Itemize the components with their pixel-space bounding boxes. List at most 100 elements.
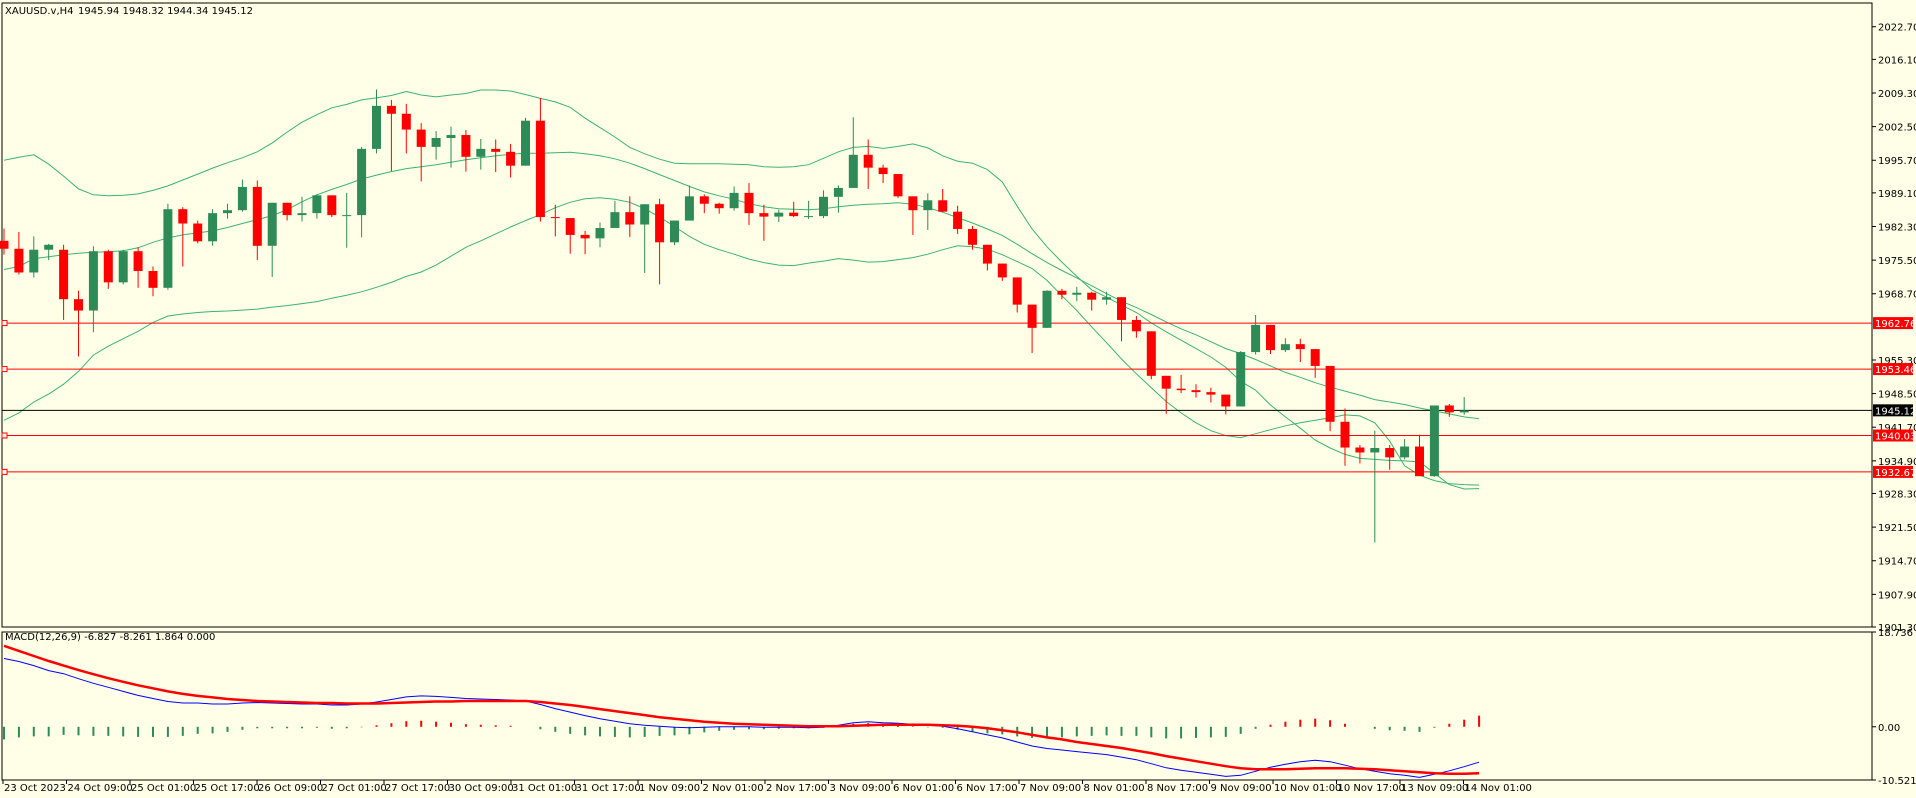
candle[interactable]	[1415, 434, 1424, 477]
candle[interactable]	[759, 204, 769, 241]
candle[interactable]	[1146, 331, 1156, 380]
candle[interactable]	[44, 243, 54, 261]
candle[interactable]	[893, 174, 903, 198]
candle[interactable]	[178, 207, 188, 267]
candle[interactable]	[1042, 290, 1052, 328]
candle[interactable]	[148, 266, 158, 297]
candle[interactable]	[1295, 338, 1305, 362]
candle[interactable]	[237, 179, 247, 212]
candle[interactable]	[342, 192, 352, 248]
candle[interactable]	[446, 126, 456, 168]
candle[interactable]	[804, 200, 814, 220]
candle[interactable]	[565, 218, 575, 254]
candle[interactable]	[223, 203, 232, 219]
candle[interactable]	[1400, 439, 1410, 460]
candle[interactable]	[282, 202, 292, 221]
candle[interactable]	[848, 117, 858, 188]
candle[interactable]	[1370, 430, 1380, 543]
candle[interactable]	[1191, 384, 1201, 398]
candle[interactable]	[819, 190, 828, 219]
candle[interactable]	[863, 139, 873, 189]
candle[interactable]	[714, 202, 724, 214]
candle[interactable]	[699, 194, 709, 214]
candle[interactable]	[953, 205, 963, 234]
candle[interactable]	[1176, 374, 1186, 394]
candle[interactable]	[1057, 288, 1067, 300]
candle[interactable]	[74, 290, 83, 357]
price-pane[interactable]: 2022.70 2016.10 2009.30 2002.50 1995.70 1989.…	[0, 2, 1916, 634]
candle[interactable]	[1027, 304, 1037, 354]
candle[interactable]	[252, 180, 262, 261]
candle[interactable]	[416, 123, 426, 182]
candle[interactable]	[103, 249, 113, 289]
candle[interactable]	[357, 146, 367, 238]
candle[interactable]	[267, 202, 277, 277]
candle[interactable]	[297, 196, 307, 222]
candle[interactable]	[491, 139, 501, 173]
candle[interactable]	[327, 195, 337, 218]
candle[interactable]	[163, 203, 173, 290]
candle[interactable]	[625, 196, 635, 237]
candle[interactable]	[1117, 297, 1126, 342]
candle[interactable]	[1325, 365, 1335, 432]
candle[interactable]	[1280, 338, 1290, 353]
candle[interactable]	[1087, 291, 1097, 311]
candle[interactable]	[1236, 351, 1246, 407]
level-handle[interactable]	[1, 366, 8, 373]
candle[interactable]	[506, 143, 516, 178]
candle[interactable]	[208, 209, 218, 246]
candle[interactable]	[1102, 291, 1112, 305]
candle[interactable]	[88, 246, 98, 333]
candle[interactable]	[133, 247, 143, 288]
candle[interactable]	[1266, 324, 1275, 355]
candle[interactable]	[1310, 349, 1320, 378]
candle[interactable]	[982, 244, 992, 271]
candle[interactable]	[968, 225, 977, 250]
candle[interactable]	[595, 222, 605, 248]
candle[interactable]	[774, 209, 784, 223]
candle[interactable]	[1355, 445, 1365, 464]
candle[interactable]	[1161, 375, 1171, 414]
candle[interactable]	[789, 201, 799, 218]
candle[interactable]	[1012, 277, 1022, 313]
level-handle[interactable]	[1, 468, 8, 475]
candle[interactable]	[550, 204, 560, 237]
candle[interactable]	[1444, 404, 1454, 417]
candle[interactable]	[401, 103, 411, 154]
candle[interactable]	[535, 97, 545, 222]
candle[interactable]	[640, 204, 650, 273]
candle[interactable]	[118, 249, 128, 285]
candle[interactable]	[908, 196, 918, 235]
level-handle[interactable]	[1, 432, 8, 439]
candle[interactable]	[655, 198, 665, 285]
candle[interactable]	[1131, 315, 1141, 338]
candle[interactable]	[878, 164, 888, 183]
candle[interactable]	[1340, 408, 1350, 466]
candle[interactable]	[610, 200, 620, 228]
candle[interactable]	[1251, 315, 1261, 355]
candle[interactable]	[521, 117, 530, 166]
candle[interactable]	[0, 228, 9, 255]
candle[interactable]	[938, 188, 948, 213]
candle[interactable]	[1221, 394, 1231, 415]
candle[interactable]	[729, 186, 739, 211]
candle[interactable]	[372, 89, 381, 154]
candle[interactable]	[997, 263, 1007, 281]
candle[interactable]	[431, 131, 441, 160]
candle[interactable]	[1072, 286, 1082, 302]
candle[interactable]	[193, 220, 203, 244]
candle[interactable]	[1385, 445, 1395, 470]
candle[interactable]	[1429, 405, 1439, 477]
candle[interactable]	[312, 194, 322, 219]
candle[interactable]	[580, 230, 590, 255]
candle[interactable]	[1459, 397, 1469, 415]
candle[interactable]	[684, 185, 694, 221]
candle[interactable]	[59, 244, 69, 320]
candle[interactable]	[670, 220, 679, 246]
candle[interactable]	[386, 99, 396, 172]
level-handle[interactable]	[1, 320, 8, 327]
candle[interactable]	[833, 185, 843, 213]
candle[interactable]	[923, 193, 933, 230]
